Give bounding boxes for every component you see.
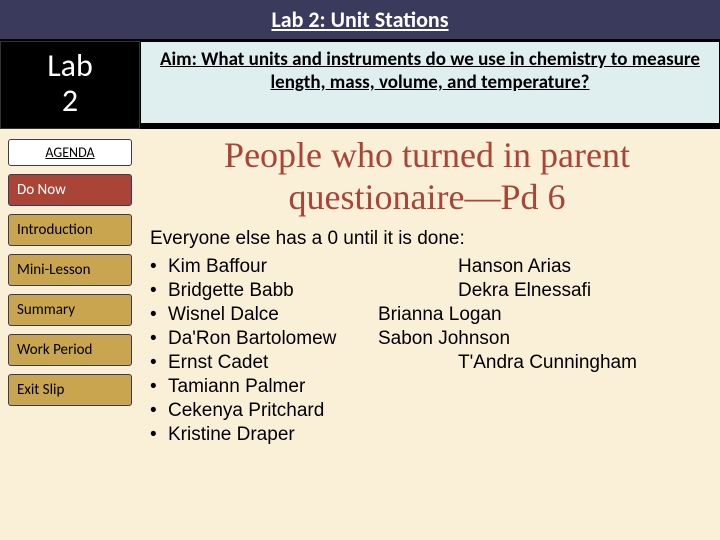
content-subline: Everyone else has a 0 until it is done: xyxy=(150,228,704,250)
lab-badge: Lab 2 xyxy=(0,41,140,129)
bullet: • xyxy=(150,304,168,326)
agenda-header: AGENDA xyxy=(8,139,132,166)
name-row: •Kim Baffour Hanson Arias xyxy=(150,256,704,278)
bullet: • xyxy=(150,256,168,278)
agenda-item: Work Period xyxy=(8,334,132,366)
name-left: Wisnel Dalce xyxy=(168,304,378,326)
name-left: Kristine Draper xyxy=(168,424,378,446)
name-left: Ernst Cadet xyxy=(168,352,378,374)
bullet: • xyxy=(150,424,168,446)
bullet: • xyxy=(150,400,168,422)
name-right: T'Andra Cunningham xyxy=(458,352,704,374)
agenda-item: Introduction xyxy=(8,214,132,246)
name-left: Bridgette Babb xyxy=(168,280,378,302)
name-left: Tamiann Palmer xyxy=(168,376,378,398)
bullet: • xyxy=(150,280,168,302)
name-row: •Da'Ron BartolomewSabon Johnson xyxy=(150,328,704,350)
header-row: Lab 2 Aim: What units and instruments do… xyxy=(0,41,720,129)
agenda-item: Summary xyxy=(8,294,132,326)
slide-title: Lab 2: Unit Stations xyxy=(0,0,720,41)
name-row: •Tamiann Palmer xyxy=(150,376,704,398)
name-right: Dekra Elnessafi xyxy=(458,280,704,302)
name-left: Kim Baffour xyxy=(168,256,378,278)
name-right: Brianna Logan xyxy=(378,304,704,326)
name-row: •Kristine Draper xyxy=(150,424,704,446)
body-row: AGENDA Do Now Introduction Mini-Lesson S… xyxy=(0,129,720,448)
bullet: • xyxy=(150,328,168,350)
lab-badge-line2: 2 xyxy=(1,83,139,118)
name-right: Hanson Arias xyxy=(458,256,704,278)
name-right: Sabon Johnson xyxy=(378,328,704,350)
name-row: •Ernst Cadet T'Andra Cunningham xyxy=(150,352,704,374)
bullet: • xyxy=(150,376,168,398)
name-row: •Bridgette Babb Dekra Elnessafi xyxy=(150,280,704,302)
name-row: •Wisnel DalceBrianna Logan xyxy=(150,304,704,326)
aim-box: Aim: What units and instruments do we us… xyxy=(140,41,720,129)
name-row: •Cekenya Pritchard xyxy=(150,400,704,422)
content-heading: People who turned in parent questionaire… xyxy=(150,135,704,218)
agenda-do-now: Do Now xyxy=(8,174,132,206)
names-list: •Kim BaffourHanson Arias•Bridgette BabbD… xyxy=(150,256,704,446)
name-left: Cekenya Pritchard xyxy=(168,400,378,422)
lab-badge-line1: Lab xyxy=(1,48,139,83)
bullet: • xyxy=(150,352,168,374)
content-area: People who turned in parent questionaire… xyxy=(140,129,720,448)
agenda-item: Exit Slip xyxy=(8,374,132,406)
agenda-sidebar: AGENDA Do Now Introduction Mini-Lesson S… xyxy=(0,129,140,414)
name-left: Da'Ron Bartolomew xyxy=(168,328,378,350)
agenda-item: Mini-Lesson xyxy=(8,254,132,286)
